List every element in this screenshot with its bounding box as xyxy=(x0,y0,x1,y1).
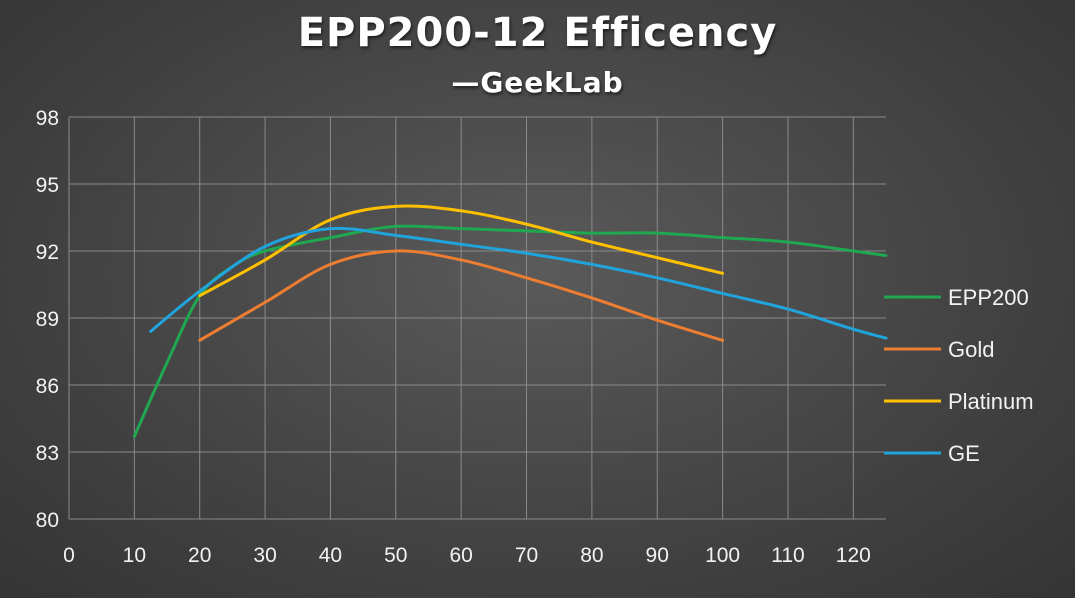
chart-title: EPP200-12 Efficency xyxy=(297,10,778,56)
x-tick-label: 90 xyxy=(646,544,669,567)
y-tick-label: 86 xyxy=(36,375,59,398)
x-tick-label: 70 xyxy=(515,544,538,567)
y-tick-label: 98 xyxy=(36,107,59,130)
x-tick-label: 120 xyxy=(836,544,871,567)
x-tick-label: 110 xyxy=(771,544,804,567)
legend-label-epp200: EPP200 xyxy=(948,285,1029,310)
y-tick-label: 83 xyxy=(36,442,59,465)
x-tick-label: 0 xyxy=(63,544,75,567)
series-line-platinum xyxy=(198,204,725,298)
y-tick-label: 95 xyxy=(36,174,59,197)
y-tick-label: 92 xyxy=(36,241,59,264)
x-tick-label: 20 xyxy=(188,544,211,567)
x-tick-label: 10 xyxy=(123,544,146,567)
y-tick-label: 80 xyxy=(36,509,59,532)
x-tick-label: 40 xyxy=(319,544,342,567)
chart-subtitle: —GeekLab xyxy=(451,66,624,99)
legend-label-ge: GE xyxy=(948,441,980,466)
x-tick-label: 100 xyxy=(705,544,740,567)
legend-label-platinum: Platinum xyxy=(948,389,1034,414)
x-tick-label: 50 xyxy=(384,544,407,567)
series-line-gold xyxy=(198,249,725,342)
legend-label-gold: Gold xyxy=(948,337,994,362)
y-tick-label: 89 xyxy=(36,308,59,331)
x-tick-label: 60 xyxy=(449,544,472,567)
series-line-ge xyxy=(149,226,888,340)
x-tick-label: 30 xyxy=(253,544,276,567)
x-tick-label: 80 xyxy=(580,544,603,567)
